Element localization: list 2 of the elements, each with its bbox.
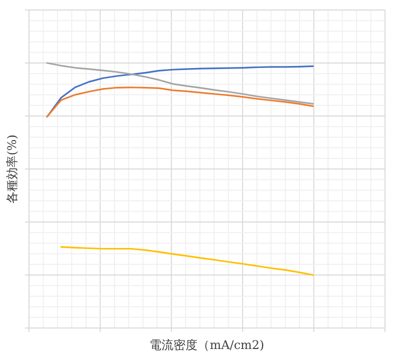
y-axis-title: 各種効率(%): [5, 134, 19, 204]
x-axis-title: 電流密度（mA/cm2): [150, 338, 264, 352]
